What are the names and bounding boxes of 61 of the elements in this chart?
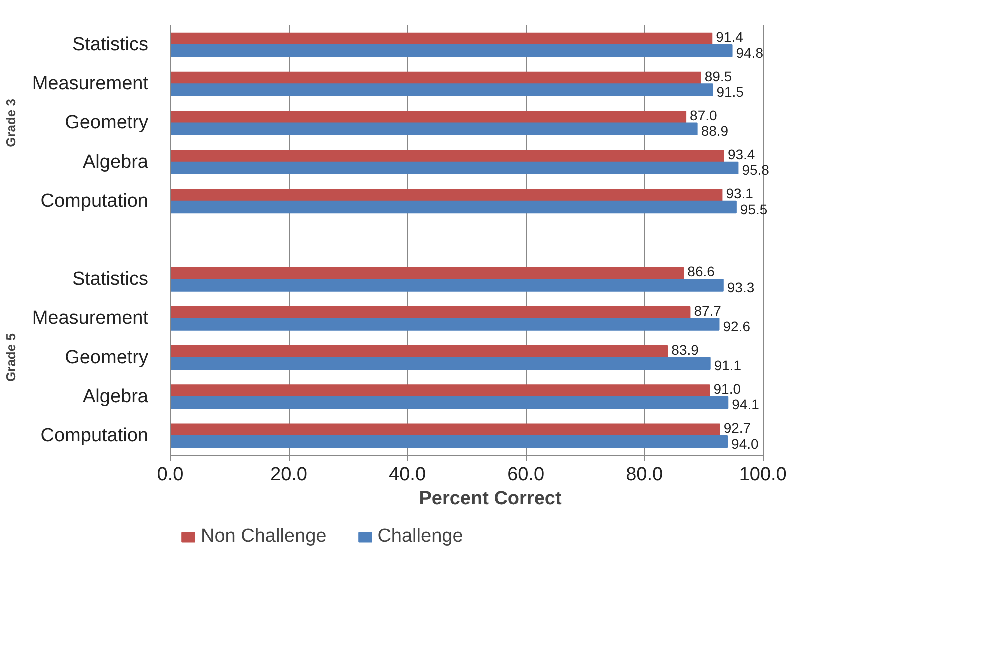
y-tick-label: Geometry — [65, 112, 149, 134]
y-tick-label: Computation — [40, 425, 149, 446]
bar — [170, 111, 687, 124]
y-tick-label: Measurement — [32, 74, 150, 95]
data-label: 91.4 — [716, 29, 744, 46]
x-tick-label: 40.0 — [389, 464, 426, 486]
y-tick-label: Algebra — [83, 386, 149, 408]
data-label: 91.0 — [714, 381, 742, 397]
bar — [170, 267, 684, 280]
data-label: 93.3 — [727, 279, 755, 296]
bar — [170, 306, 691, 320]
data-label: 92.7 — [724, 420, 752, 436]
bar — [170, 396, 729, 410]
bar — [170, 200, 737, 214]
x-tick-label: 80.0 — [626, 464, 664, 486]
x-tick-label: 0.0 — [157, 464, 184, 486]
bar — [170, 72, 702, 85]
bar — [170, 84, 714, 96]
data-label: 91.1 — [714, 358, 742, 374]
bar — [170, 346, 668, 358]
data-label: 86.6 — [688, 264, 716, 280]
data-label: 92.6 — [723, 318, 751, 335]
y-tick-label: Statistics — [72, 34, 149, 56]
data-label: 87.0 — [690, 107, 718, 124]
y-tick-label: Computation — [40, 190, 149, 212]
bar — [170, 318, 720, 331]
x-tick-label: 20.0 — [270, 464, 308, 486]
y-tick-label: Statistics — [72, 269, 149, 290]
bar — [170, 32, 713, 46]
bar — [170, 122, 698, 136]
legend-label: Non Challenge — [201, 526, 327, 548]
data-label: 91.5 — [716, 84, 744, 100]
data-label: 95.5 — [740, 201, 768, 218]
y-tick-label: Measurement — [32, 308, 150, 330]
bar — [170, 150, 724, 163]
data-label: 83.9 — [672, 342, 700, 358]
x-tick-label: 100.0 — [739, 464, 787, 486]
x-tick-label: 60.0 — [508, 464, 545, 486]
bar — [170, 279, 724, 292]
text: Grade 3 — [4, 99, 18, 148]
data-label: 95.8 — [742, 162, 770, 178]
data-label: 94.8 — [736, 44, 764, 61]
bar — [170, 189, 723, 202]
data-label: 93.1 — [726, 186, 754, 202]
bar — [170, 357, 711, 370]
x-axis-title: Percent Correct — [419, 488, 562, 510]
data-label: 94.0 — [732, 436, 759, 452]
legend-label: Challenge — [378, 526, 464, 548]
bar — [170, 384, 710, 398]
data-label: 89.5 — [704, 68, 732, 84]
data-label: 87.7 — [694, 302, 722, 319]
text: Grade 5 — [4, 334, 18, 382]
bar — [170, 424, 720, 436]
data-label: 88.9 — [701, 123, 729, 140]
data-label: 93.4 — [728, 146, 756, 162]
y-tick-label: Algebra — [83, 152, 149, 173]
bar — [170, 162, 739, 175]
bar — [170, 435, 728, 448]
data-label: 94.1 — [732, 396, 760, 413]
y-tick-label: Geometry — [65, 347, 149, 368]
bar — [170, 44, 733, 58]
